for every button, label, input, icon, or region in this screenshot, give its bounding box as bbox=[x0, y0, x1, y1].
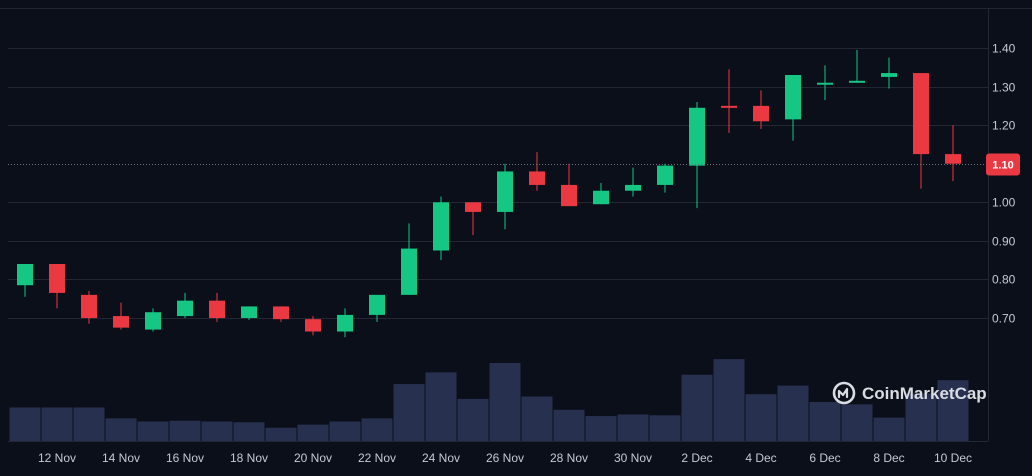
candle-body bbox=[177, 300, 193, 317]
volume-bar bbox=[297, 424, 329, 441]
x-tick-label: 20 Nov bbox=[294, 451, 332, 465]
candle-body bbox=[561, 184, 577, 207]
volume-bar bbox=[361, 418, 393, 441]
volume-bar bbox=[329, 421, 361, 441]
volume-bar bbox=[905, 393, 937, 441]
candle-body bbox=[593, 190, 609, 205]
candle-body bbox=[945, 154, 961, 164]
x-tick-label: 6 Dec bbox=[809, 451, 840, 465]
volume-bar bbox=[585, 416, 617, 441]
y-tick-label: 1.30 bbox=[992, 81, 1016, 95]
candle-body bbox=[721, 105, 737, 108]
grid-layer bbox=[0, 8, 1032, 442]
candle-body bbox=[881, 73, 897, 77]
y-tick-label: 1.40 bbox=[992, 42, 1016, 56]
volume-bar bbox=[201, 421, 233, 441]
volume-bar bbox=[233, 422, 265, 441]
candle-body bbox=[657, 165, 673, 185]
volume-bar bbox=[553, 409, 585, 441]
y-tick-label: 1.00 bbox=[992, 196, 1016, 210]
x-tick-label: 18 Nov bbox=[230, 451, 268, 465]
volume-bar bbox=[137, 421, 169, 441]
candle-body bbox=[145, 312, 161, 330]
volume-layer bbox=[9, 359, 969, 441]
current-price-label: 1.10 bbox=[992, 159, 1013, 171]
y-tick-label: 0.80 bbox=[992, 273, 1016, 287]
candle-body bbox=[337, 314, 353, 332]
candle-body bbox=[305, 319, 321, 332]
candle-body bbox=[497, 171, 513, 212]
volume-bar bbox=[105, 418, 137, 441]
candle-body bbox=[913, 73, 929, 155]
volume-bar bbox=[681, 374, 713, 441]
candle-body bbox=[625, 184, 641, 191]
volume-bar bbox=[649, 415, 681, 441]
candle-layer bbox=[17, 49, 961, 338]
coinmarketcap-logo-icon bbox=[832, 381, 856, 405]
candle-body bbox=[273, 306, 289, 320]
candle-body bbox=[689, 107, 705, 166]
candle-body bbox=[401, 248, 417, 295]
candle-body bbox=[241, 306, 257, 318]
axis-layer: 0.70 0.80 0.90 1.00 1.10 1.20 1.30 1.40 12 Nov 14… bbox=[38, 42, 1016, 466]
x-tick-label: 4 Dec bbox=[745, 451, 776, 465]
candle-body bbox=[465, 202, 481, 212]
candle-body bbox=[529, 171, 545, 185]
candle-body bbox=[433, 202, 449, 251]
y-tick-label: 0.70 bbox=[992, 312, 1016, 326]
candle-body bbox=[17, 264, 33, 286]
x-tick-label: 2 Dec bbox=[681, 451, 712, 465]
volume-bar bbox=[809, 402, 841, 441]
volume-bar bbox=[521, 396, 553, 441]
volume-bar bbox=[777, 385, 809, 441]
volume-bar bbox=[265, 427, 297, 441]
volume-bar bbox=[617, 414, 649, 441]
volume-bar bbox=[73, 407, 105, 441]
coinmarketcap-watermark: CoinMarketCap bbox=[832, 381, 987, 405]
y-tick-label: 0.90 bbox=[992, 235, 1016, 249]
x-tick-label: 26 Nov bbox=[486, 451, 524, 465]
candle-body bbox=[113, 316, 129, 328]
candle-body bbox=[785, 75, 801, 120]
x-tick-label: 22 Nov bbox=[358, 451, 396, 465]
x-tick-label: 8 Dec bbox=[873, 451, 904, 465]
x-tick-label: 30 Nov bbox=[614, 451, 652, 465]
volume-bar bbox=[937, 380, 969, 441]
volume-bar bbox=[9, 407, 41, 441]
candle-body bbox=[81, 294, 97, 318]
volume-bar bbox=[745, 394, 777, 441]
volume-bar bbox=[393, 384, 425, 441]
volume-bar bbox=[169, 420, 201, 441]
volume-bar bbox=[873, 417, 905, 441]
x-tick-label: 12 Nov bbox=[38, 451, 76, 465]
candle-body bbox=[817, 82, 833, 85]
x-tick-label: 14 Nov bbox=[102, 451, 140, 465]
volume-bar bbox=[425, 372, 457, 441]
x-tick-label: 28 Nov bbox=[550, 451, 588, 465]
x-tick-label: 16 Nov bbox=[166, 451, 204, 465]
x-tick-label: 24 Nov bbox=[422, 451, 460, 465]
candle-body bbox=[49, 264, 65, 293]
current-price-tag-bg bbox=[986, 153, 1020, 176]
volume-bar bbox=[841, 404, 873, 441]
current-price-tag: 1.10 bbox=[986, 153, 1020, 176]
volume-bar bbox=[457, 398, 489, 441]
candle-body bbox=[369, 294, 385, 315]
candle-body bbox=[753, 105, 769, 122]
volume-bar bbox=[489, 363, 521, 441]
volume-bar bbox=[713, 359, 745, 441]
candle-body bbox=[209, 300, 225, 318]
y-tick-label: 1.20 bbox=[992, 119, 1016, 133]
x-tick-label: 10 Dec bbox=[934, 451, 972, 465]
watermark-text: CoinMarketCap bbox=[862, 384, 987, 403]
volume-bar bbox=[41, 407, 73, 441]
candle-body bbox=[849, 80, 865, 83]
